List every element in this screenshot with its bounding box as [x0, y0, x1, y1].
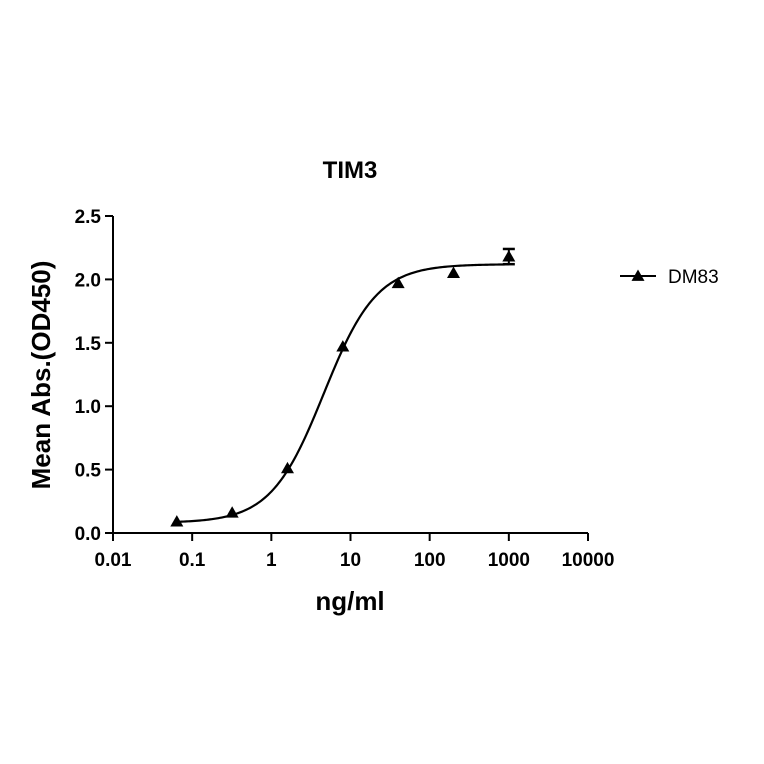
chart-title: TIM3 [323, 157, 378, 184]
y-tick-label: 1.5 [75, 334, 102, 355]
data-point [502, 250, 516, 262]
x-tick-label: 10 [340, 550, 361, 571]
fit-curve [176, 263, 509, 523]
legend-label: DM83 [668, 267, 719, 288]
data-point [170, 515, 184, 527]
x-tick-label: 100 [414, 550, 446, 571]
y-tick-label: 1.0 [75, 397, 101, 418]
x-axis-label: ng/ml [315, 586, 384, 616]
data-point [280, 461, 294, 474]
x-tick-label: 0.01 [95, 550, 132, 571]
plot-area [170, 247, 516, 527]
data-point [225, 506, 239, 518]
data-point [391, 276, 405, 289]
data-point [447, 266, 460, 278]
x-tick-label: 1 [266, 550, 277, 571]
y-axis-label: Mean Abs.(OD450) [26, 261, 56, 490]
legend: DM83 [620, 267, 719, 288]
y-tick-label: 0.5 [75, 461, 102, 482]
y-tick-label: 0.0 [75, 524, 101, 545]
x-axis: 0.01 0.1 1 10 100 1000 10000 [95, 532, 615, 571]
data-point [336, 340, 350, 352]
legend-marker [631, 269, 645, 281]
y-tick-label: 2.0 [75, 270, 101, 291]
x-tick-label: 1000 [488, 550, 530, 571]
x-tick-label: 0.1 [179, 550, 206, 571]
x-tick-label: 10000 [562, 550, 615, 571]
y-tick-label: 2.5 [75, 207, 102, 228]
y-axis: 0.0 0.5 1.0 1.5 2.0 2.5 [75, 207, 114, 545]
